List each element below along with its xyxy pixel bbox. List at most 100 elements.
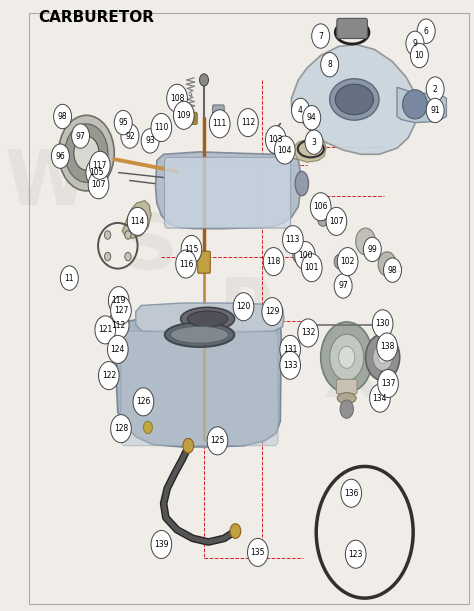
Circle shape — [318, 203, 328, 218]
Text: 104: 104 — [278, 145, 292, 155]
Polygon shape — [292, 45, 415, 155]
Circle shape — [305, 130, 323, 155]
Circle shape — [104, 231, 111, 240]
Text: 102: 102 — [340, 257, 355, 266]
Circle shape — [318, 211, 328, 226]
Circle shape — [60, 266, 78, 290]
Circle shape — [233, 293, 254, 321]
Circle shape — [59, 115, 114, 191]
Circle shape — [95, 316, 116, 344]
Text: 105: 105 — [89, 168, 103, 177]
Circle shape — [268, 139, 279, 153]
Circle shape — [426, 77, 444, 101]
Text: 121: 121 — [98, 326, 112, 334]
Circle shape — [141, 129, 159, 153]
FancyBboxPatch shape — [337, 379, 357, 394]
Circle shape — [99, 362, 119, 390]
Text: 114: 114 — [130, 217, 145, 226]
Text: 110: 110 — [154, 123, 169, 132]
Circle shape — [151, 530, 172, 558]
Circle shape — [410, 43, 428, 68]
Text: 6: 6 — [424, 27, 428, 35]
Ellipse shape — [165, 323, 234, 347]
Text: 108: 108 — [170, 93, 184, 103]
Circle shape — [321, 53, 338, 77]
Text: 127: 127 — [114, 306, 128, 315]
Text: 98: 98 — [388, 266, 397, 274]
Circle shape — [406, 31, 424, 56]
Text: 94: 94 — [307, 113, 317, 122]
Circle shape — [338, 346, 355, 368]
Circle shape — [200, 74, 209, 86]
Circle shape — [72, 124, 90, 148]
Text: 97: 97 — [76, 131, 85, 141]
Text: 99: 99 — [367, 245, 377, 254]
Text: 131: 131 — [283, 345, 297, 354]
Text: 107: 107 — [91, 180, 106, 189]
Circle shape — [151, 114, 172, 142]
Circle shape — [301, 254, 322, 282]
Text: 3: 3 — [311, 137, 317, 147]
Circle shape — [321, 322, 373, 393]
Text: W: W — [5, 147, 89, 221]
Circle shape — [88, 171, 109, 199]
Polygon shape — [122, 200, 151, 238]
Polygon shape — [397, 87, 447, 123]
FancyBboxPatch shape — [198, 251, 210, 273]
Circle shape — [310, 192, 331, 221]
Circle shape — [59, 109, 68, 122]
Circle shape — [104, 252, 111, 261]
Circle shape — [287, 230, 297, 244]
Circle shape — [372, 310, 393, 338]
Circle shape — [125, 231, 131, 240]
Circle shape — [167, 84, 187, 112]
Text: R: R — [219, 274, 278, 349]
Circle shape — [262, 298, 283, 326]
Text: CARBURETOR: CARBURETOR — [38, 10, 154, 25]
Text: 11: 11 — [64, 274, 74, 282]
Circle shape — [176, 250, 196, 278]
Text: 117: 117 — [93, 161, 107, 170]
Circle shape — [364, 237, 381, 262]
Circle shape — [312, 24, 330, 48]
Text: 109: 109 — [176, 111, 191, 120]
Polygon shape — [117, 318, 281, 447]
Text: 101: 101 — [304, 263, 319, 273]
Circle shape — [373, 344, 392, 371]
Circle shape — [77, 130, 86, 142]
Text: 123: 123 — [348, 550, 363, 558]
Circle shape — [109, 311, 129, 339]
Text: 126: 126 — [136, 397, 151, 406]
Circle shape — [280, 335, 301, 364]
Circle shape — [144, 394, 152, 406]
Text: 118: 118 — [266, 257, 281, 266]
Circle shape — [283, 225, 303, 254]
Circle shape — [230, 524, 241, 538]
Circle shape — [417, 19, 435, 43]
Text: 4: 4 — [298, 106, 303, 115]
Text: 111: 111 — [212, 119, 227, 128]
Text: 137: 137 — [381, 379, 395, 388]
Text: 8: 8 — [328, 60, 332, 69]
Circle shape — [51, 144, 69, 169]
Text: 130: 130 — [375, 320, 390, 328]
FancyBboxPatch shape — [184, 112, 197, 125]
Text: 2: 2 — [433, 84, 438, 93]
Text: 134: 134 — [373, 393, 387, 403]
Circle shape — [90, 152, 110, 179]
Text: 98: 98 — [58, 112, 67, 121]
Ellipse shape — [295, 172, 309, 196]
Circle shape — [54, 104, 72, 129]
Circle shape — [295, 241, 315, 269]
Circle shape — [121, 124, 139, 148]
Text: 93: 93 — [145, 136, 155, 145]
Text: 100: 100 — [298, 251, 312, 260]
Ellipse shape — [337, 393, 356, 404]
Text: 138: 138 — [380, 342, 394, 351]
Ellipse shape — [402, 90, 427, 119]
Circle shape — [341, 479, 362, 507]
FancyBboxPatch shape — [121, 331, 278, 445]
Ellipse shape — [330, 79, 379, 120]
Circle shape — [181, 235, 202, 263]
Text: 112: 112 — [111, 321, 126, 329]
